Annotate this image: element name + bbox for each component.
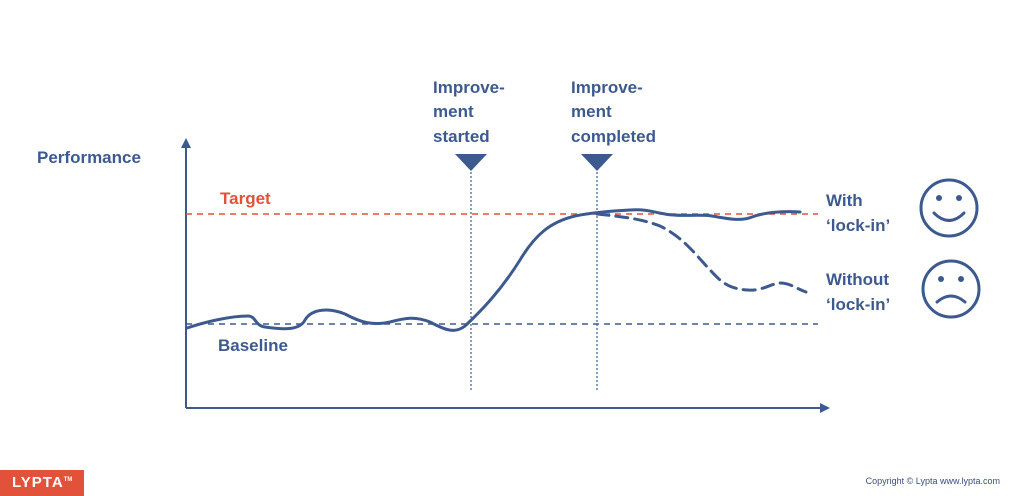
target-label: Target [220,189,271,208]
improvement-started-triangle [455,154,487,171]
y-axis-label: Performance [37,148,141,167]
lypta-logo: LYPTATM [0,470,84,496]
performance-curve-with-lock-in [185,208,802,332]
brand-name: LYPTA [12,474,64,491]
trademark: TM [63,477,73,483]
improvement-completed-line-3: completed [571,127,656,146]
with-lock-in-label: With ‘lock-in’ [826,191,890,235]
smiley-face-icon [919,178,979,238]
frowning-face-icon [921,259,981,319]
improvement-completed-line-2: ment [571,102,612,121]
improvement-started-line-1: Improve- [433,78,505,97]
improvement-completed-line-1: Improve- [571,78,643,97]
without-lock-in-line-2: ‘lock-in’ [826,295,890,314]
performance-curve-without-lock-in [595,212,808,294]
copyright-notice: Copyright © Lypta www.lypta.com [865,476,1000,486]
without-lock-in-line-1: Without [826,270,889,289]
y-axis-arrowhead [181,138,191,148]
with-lock-in-line-2: ‘lock-in’ [826,216,890,235]
with-lock-in-line-1: With [826,191,863,210]
without-lock-in-label: Without ‘lock-in’ [826,270,890,314]
improvement-started-line-2: ment [433,102,474,121]
improvement-completed-triangle [581,154,613,171]
improvement-started-line-3: started [433,127,490,146]
improvement-completed-label: Improve- ment completed [571,78,656,146]
improvement-started-label: Improve- ment started [433,78,505,146]
x-axis-arrowhead [820,403,830,413]
baseline-label: Baseline [218,336,288,355]
